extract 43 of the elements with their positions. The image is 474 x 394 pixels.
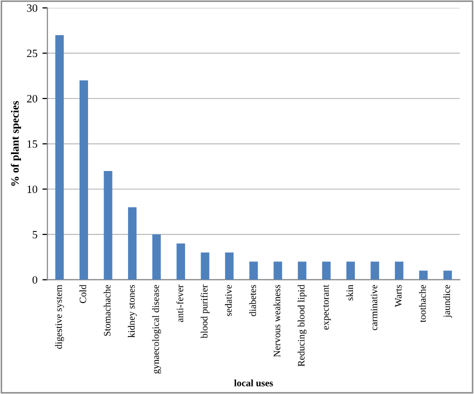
bar — [152, 234, 161, 280]
bar — [298, 262, 306, 280]
x-tick-label: Stomachache — [104, 284, 110, 336]
y-tick-label: 15 — [28, 140, 38, 148]
x-tick-label: diabetes — [249, 284, 256, 316]
y-tick-label: 25 — [27, 50, 38, 58]
bar — [274, 262, 282, 280]
x-tick-label: kidney stones — [128, 284, 137, 338]
x-tick-label: toothache — [418, 284, 426, 322]
y-tick-label: 5 — [32, 231, 38, 238]
bar — [370, 262, 380, 280]
bar — [80, 80, 88, 280]
x-tick-label: skin — [346, 284, 354, 300]
bar — [394, 262, 404, 280]
bar — [249, 262, 258, 280]
x-tick-label: digestive system — [55, 284, 64, 349]
y-tick-label: 0 — [32, 276, 38, 284]
bar — [200, 252, 210, 280]
x-tick-label: Warts — [395, 284, 402, 308]
x-axis-title: local uses — [234, 380, 273, 386]
bar — [104, 170, 112, 280]
x-tick-label: jaundice — [443, 284, 452, 318]
y-tick-label: 30 — [27, 4, 38, 12]
x-tick-label: carminative — [370, 284, 378, 330]
bar — [176, 243, 186, 280]
bar — [443, 270, 452, 280]
x-tick-label: blood purifier — [200, 284, 210, 338]
x-tick-label: anti-fever — [176, 284, 184, 322]
bar — [55, 35, 64, 280]
x-tick-label: Reducing blood lipid — [298, 284, 307, 366]
bar — [225, 252, 234, 280]
y-axis-title: % of plant species — [10, 101, 22, 186]
bar — [322, 262, 331, 280]
y-tick-label: 10 — [28, 186, 38, 194]
x-tick-label: expectorant — [323, 284, 331, 330]
bar — [419, 270, 428, 280]
x-tick-label: Nervous weakness — [273, 284, 280, 357]
x-tick-label: gynaecological disease — [152, 284, 161, 374]
bar — [346, 262, 355, 280]
x-tick-label: Cold — [79, 284, 86, 304]
x-tick-label: sedative — [224, 284, 232, 316]
bar — [128, 207, 137, 280]
y-tick-label: 20 — [27, 94, 38, 102]
